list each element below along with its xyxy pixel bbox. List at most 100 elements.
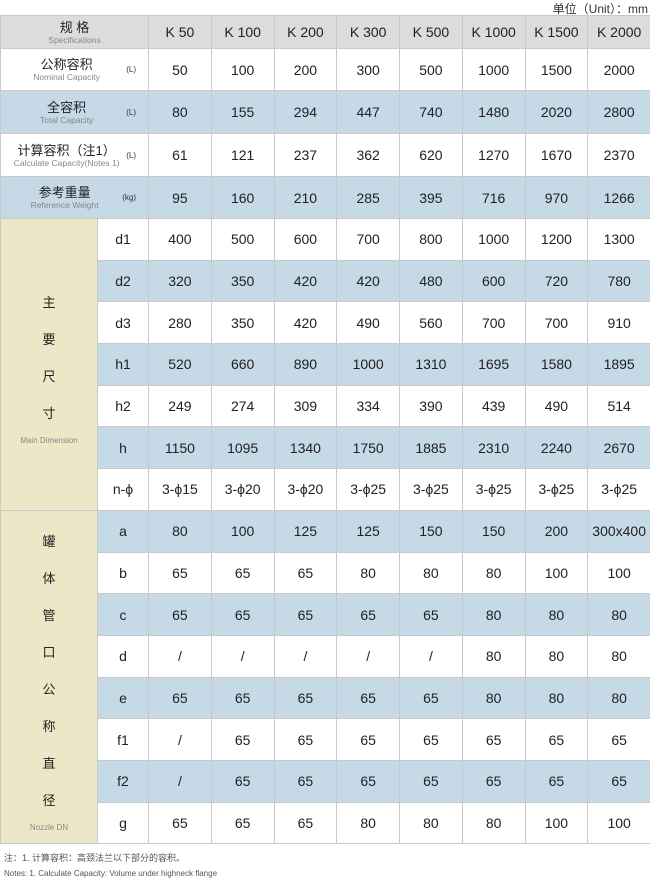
value-cell: 660 — [211, 344, 274, 386]
spec-label: 计算容积（注1）Calculate Capacity(Notes 1)(L) — [1, 143, 148, 168]
value-cell: 121 — [211, 134, 274, 177]
value-cell: 125 — [274, 510, 337, 552]
value-cell: / — [274, 635, 337, 677]
value-cell: 970 — [525, 177, 588, 219]
value-cell: 150 — [400, 510, 463, 552]
value-cell: 210 — [274, 177, 337, 219]
value-cell: / — [400, 635, 463, 677]
value-cell: 700 — [462, 302, 525, 344]
value-cell: 400 — [149, 219, 212, 261]
value-cell: 65 — [274, 802, 337, 844]
value-cell: 65 — [211, 760, 274, 802]
value-cell: 1200 — [525, 219, 588, 261]
dimension-label: a — [98, 510, 149, 552]
value-cell: 716 — [462, 177, 525, 219]
value-cell: 80 — [588, 677, 650, 719]
model-header: K 200 — [274, 16, 337, 49]
value-cell: 890 — [274, 344, 337, 386]
value-cell: 65 — [211, 677, 274, 719]
group-en: Main Dimension — [1, 436, 97, 445]
notes: 注：1. 计算容积：高颈法兰以下部分的容积。 Notes: 1. Calcula… — [4, 850, 217, 882]
value-cell: 80 — [337, 802, 400, 844]
value-cell: 1000 — [462, 49, 525, 91]
value-cell: 600 — [462, 260, 525, 302]
value-cell: 100 — [588, 802, 650, 844]
value-cell: 65 — [274, 760, 337, 802]
spec-en: Calculate Capacity(Notes 1) — [7, 158, 126, 168]
group-zh-char: 口 — [1, 634, 97, 671]
value-cell: 320 — [149, 260, 212, 302]
group-zh-char: 管 — [1, 597, 97, 634]
value-cell: 150 — [462, 510, 525, 552]
value-cell: 740 — [400, 91, 463, 134]
value-cell: 65 — [211, 552, 274, 594]
value-cell: 2310 — [462, 427, 525, 469]
value-cell: 1480 — [462, 91, 525, 134]
value-cell: / — [149, 635, 212, 677]
value-cell: 65 — [149, 802, 212, 844]
value-cell: 65 — [588, 719, 650, 761]
dimension-label: h — [98, 427, 149, 469]
value-cell: 700 — [525, 302, 588, 344]
group-en: Nozzle DN — [1, 823, 97, 832]
value-cell: 200 — [274, 49, 337, 91]
spec-zh: 公称容积 — [7, 57, 126, 72]
spec-unit: (kg) — [122, 193, 136, 202]
value-cell: 65 — [400, 594, 463, 636]
value-cell: 65 — [337, 719, 400, 761]
value-cell: / — [149, 760, 212, 802]
dimension-label: d2 — [98, 260, 149, 302]
dimension-label: f2 — [98, 760, 149, 802]
spec-unit: (L) — [126, 108, 136, 117]
dimension-label: d3 — [98, 302, 149, 344]
group-zh-char: 寸 — [1, 395, 97, 432]
dimension-label: c — [98, 594, 149, 636]
value-cell: 1750 — [337, 427, 400, 469]
value-cell: 65 — [274, 552, 337, 594]
value-cell: 3-ϕ25 — [400, 469, 463, 511]
value-cell: 300 — [337, 49, 400, 91]
value-cell: 65 — [400, 760, 463, 802]
value-cell: 1895 — [588, 344, 650, 386]
spec-zh: 参考重量 — [7, 185, 122, 200]
value-cell: 65 — [525, 719, 588, 761]
value-cell: 65 — [211, 802, 274, 844]
group-zh-char: 尺 — [1, 358, 97, 395]
value-cell: 65 — [274, 719, 337, 761]
value-cell: 1270 — [462, 134, 525, 177]
value-cell: 65 — [400, 677, 463, 719]
value-cell: 420 — [337, 260, 400, 302]
dimension-label: h1 — [98, 344, 149, 386]
value-cell: 334 — [337, 385, 400, 427]
value-cell: 300x400 — [588, 510, 650, 552]
value-cell: 80 — [588, 635, 650, 677]
model-header: K 1500 — [525, 16, 588, 49]
value-cell: 237 — [274, 134, 337, 177]
value-cell: 125 — [337, 510, 400, 552]
value-cell: 2000 — [588, 49, 650, 91]
value-cell: 80 — [462, 635, 525, 677]
value-cell: 439 — [462, 385, 525, 427]
value-cell: 350 — [211, 260, 274, 302]
value-cell: 65 — [337, 677, 400, 719]
dimension-label: h2 — [98, 385, 149, 427]
value-cell: 1695 — [462, 344, 525, 386]
value-cell: 100 — [588, 552, 650, 594]
value-cell: 390 — [400, 385, 463, 427]
